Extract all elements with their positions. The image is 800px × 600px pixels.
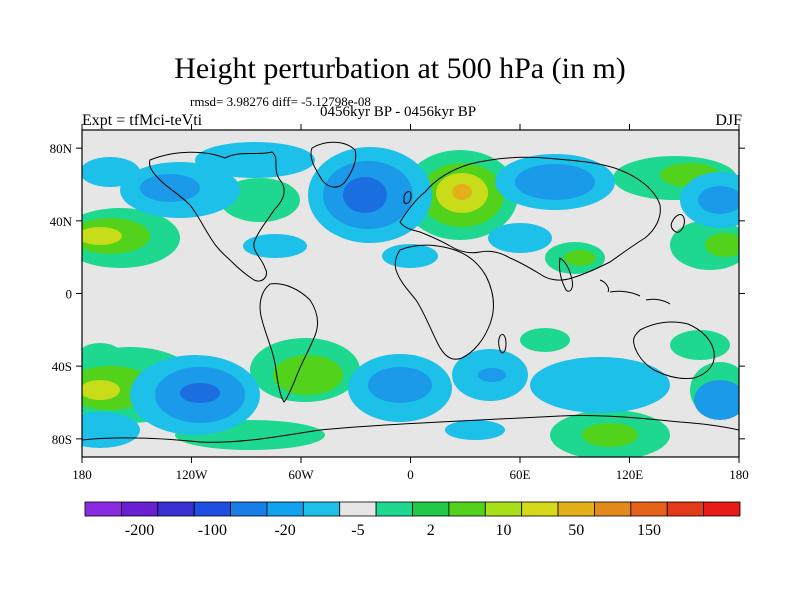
- contour-region: [308, 147, 432, 243]
- madagascar-coastline: [498, 333, 507, 354]
- colorbar-swatch: [266, 501, 304, 517]
- colorbar-label: -200: [125, 522, 154, 539]
- lon-tick-label: 120E: [616, 467, 644, 482]
- contour-region: [130, 355, 260, 435]
- colorbar-label: 10: [495, 522, 511, 539]
- chart-title: Height perturbation at 500 hPa (in m): [174, 52, 626, 85]
- lat-tick-label: 40N: [50, 214, 73, 229]
- colorbar-swatch: [484, 501, 523, 517]
- lat-tick-label: 80S: [52, 432, 72, 447]
- colorbar-label: -20: [274, 522, 295, 539]
- colorbar-swatch: [594, 501, 632, 517]
- indonesia-coastline: [599, 279, 671, 305]
- antarctica-coastline: [82, 414, 739, 443]
- colorbar-swatch: [230, 501, 268, 517]
- colorbar-label: 150: [637, 522, 661, 539]
- season-label: DJF: [715, 112, 742, 129]
- lat-tick-label: 40S: [52, 359, 72, 374]
- lon-tick-label: 60E: [510, 467, 531, 482]
- india-coastline: [559, 257, 573, 292]
- contour-region: [250, 338, 360, 402]
- colorbar-boxes: [84, 501, 741, 517]
- lon-tick-label: 180: [729, 467, 749, 482]
- colorbar-label: -100: [198, 522, 227, 539]
- colorbar-label: 2: [427, 522, 435, 539]
- europe-asia-coastline: [399, 156, 661, 281]
- colorbar-swatch: [120, 501, 159, 517]
- colorbar-swatch: [630, 501, 668, 517]
- colorbar-labels: -200 -100 -20 -5 2 10 50 150: [125, 522, 661, 539]
- colorbar-swatch: [557, 501, 595, 517]
- australia-coastline: [633, 321, 715, 379]
- colorbar-label: -5: [351, 522, 364, 539]
- north-america-coastline: [149, 151, 285, 282]
- colorbar-swatch: [666, 501, 705, 517]
- south-america-coastline: [259, 283, 318, 403]
- greenland-coastline: [310, 141, 357, 188]
- colorbar: -200 -100 -20 -5 2 10 50 150: [84, 501, 741, 539]
- uk-coastline: [403, 191, 412, 205]
- colorbar-swatch: [448, 501, 486, 517]
- colorbar-swatch: [157, 501, 195, 517]
- lon-tick-label: 180: [72, 467, 92, 482]
- axis-ticks: [76, 124, 745, 463]
- period-label: 0456kyr BP - 0456kyr BP: [320, 104, 477, 120]
- lat-tick-label: 0: [66, 287, 73, 302]
- contour-region: [402, 150, 518, 240]
- contour-region: [82, 208, 180, 268]
- contour-region: [495, 154, 615, 210]
- coastlines: [82, 141, 739, 443]
- contour-region: [348, 354, 452, 422]
- colorbar-swatch: [302, 501, 341, 517]
- colorbar-swatch: [412, 501, 450, 517]
- experiment-label: Expt = tfMci-teVti: [82, 112, 203, 129]
- lon-tick-label: 60W: [288, 467, 314, 482]
- colorbar-swatch: [375, 501, 413, 517]
- contour-fields: [82, 142, 739, 457]
- map-plot-area: [81, 129, 740, 458]
- colorbar-swatch: [703, 501, 741, 517]
- japan-coastline: [670, 214, 685, 233]
- colorbar-swatch: [339, 501, 377, 517]
- colorbar-swatch: [84, 501, 122, 517]
- lat-tick-label: 80N: [50, 141, 73, 156]
- contour-region: [82, 142, 739, 268]
- stats-label: rmsd= 3.98276 diff= -5.12798e-08: [190, 94, 371, 109]
- lon-tick-label: 0: [407, 467, 414, 482]
- colorbar-swatch: [521, 501, 559, 517]
- colorbar-label: 50: [568, 522, 584, 539]
- lon-tick-label: 120W: [176, 467, 209, 482]
- africa-coastline: [394, 244, 494, 360]
- colorbar-swatch: [193, 501, 231, 517]
